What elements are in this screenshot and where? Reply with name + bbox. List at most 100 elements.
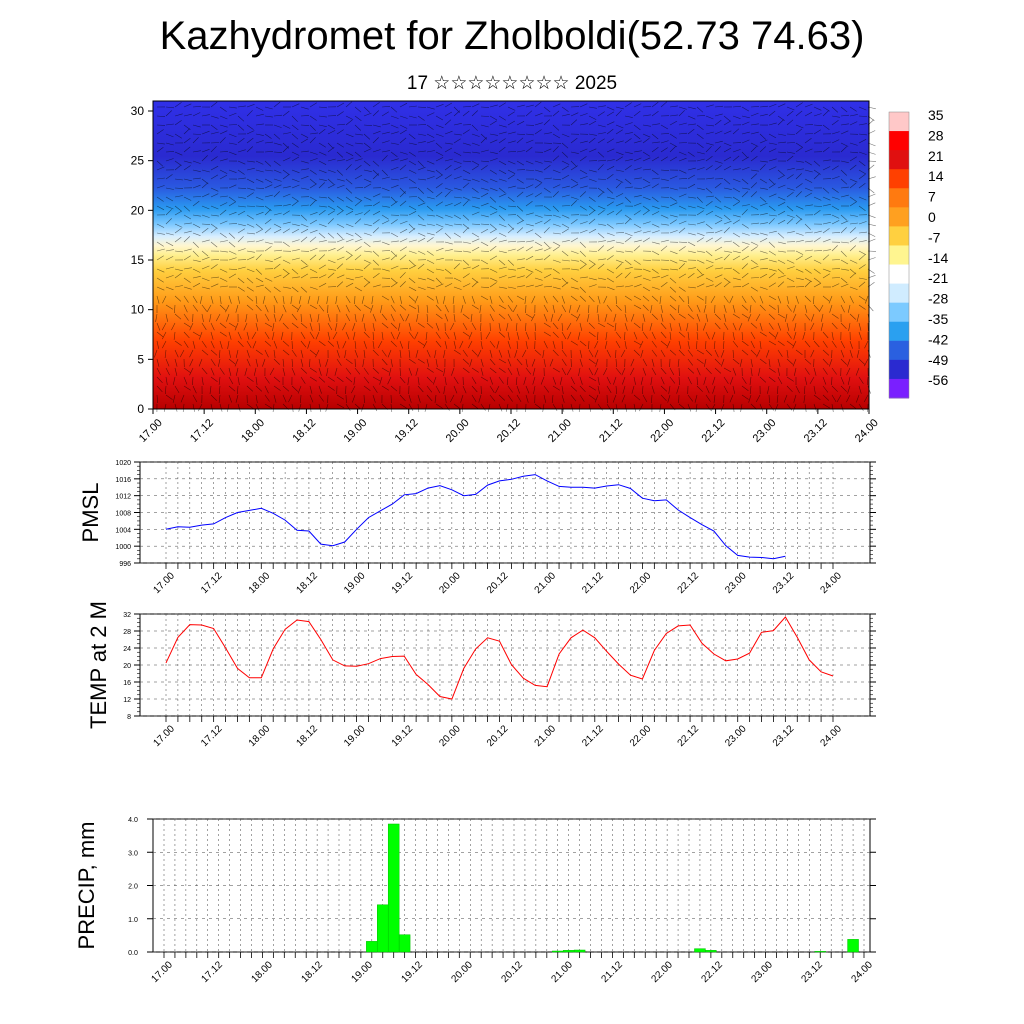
- temp-panel-xtick-label: 20.12: [485, 723, 511, 749]
- precip-panel-xtick-label: 17.00: [149, 959, 175, 985]
- precip-bar: [694, 948, 706, 953]
- colorbar-label: 7: [928, 189, 936, 205]
- chart-subtitle: 17 ☆☆☆☆☆☆☆☆ 2025: [406, 73, 618, 94]
- temp-panel-xtick-label: 23.12: [771, 723, 797, 749]
- precip-panel-xtick-label: 23.00: [749, 959, 775, 985]
- temp-panel-xtick-label: 24.00: [818, 723, 844, 749]
- colorbar-label: -14: [928, 250, 948, 266]
- cross-section-ytick-label: 15: [131, 253, 145, 267]
- cross-section-xtick-label: 21.00: [546, 417, 574, 445]
- colorbar-segment: [889, 169, 909, 189]
- temp-panel-xtick-label: 19.12: [390, 723, 416, 749]
- cross-section-xtick-label: 22.00: [648, 417, 676, 445]
- cross-section-xtick-label: 20.00: [444, 417, 472, 445]
- colorbar-label: 14: [928, 168, 944, 184]
- cross-section-ytick-label: 20: [131, 203, 145, 217]
- colorbar-segment: [889, 321, 909, 342]
- temp-panel-series-line: [165, 616, 834, 700]
- pmsl-panel-xtick-label: 19.00: [342, 570, 368, 596]
- precip-panel-xtick-label: 17.12: [199, 959, 225, 985]
- pmsl-panel-xtick-label: 17.12: [199, 570, 225, 596]
- precip-panel-xtick-label: 18.12: [299, 959, 325, 985]
- colorbar-segment: [889, 340, 909, 361]
- colorbar-label: -7: [928, 229, 941, 245]
- cross-section-xtick-label: 23.00: [751, 417, 779, 445]
- temp-panel-ytick-label: 28: [123, 629, 131, 636]
- pmsl-panel-ytick-label: 996: [119, 561, 131, 568]
- temp-panel-xtick-label: 19.00: [342, 723, 368, 749]
- colorbar-label: 35: [928, 107, 944, 123]
- colorbar-segment: [889, 359, 909, 380]
- pmsl-panel-xtick-label: 17.00: [151, 570, 177, 596]
- temp-panel-xtick-label: 22.00: [628, 723, 654, 749]
- cross-section-xtick-label: 18.00: [239, 417, 267, 445]
- temp-panel-ytick-label: 32: [123, 612, 131, 619]
- temp-panel-ytick-label: 24: [123, 646, 131, 653]
- pmsl-panel-xtick-label: 24.00: [818, 570, 844, 596]
- pmsl-panel-ytick-label: 1008: [115, 511, 131, 518]
- pmsl-panel-xtick-label: 19.12: [390, 570, 416, 596]
- colorbar-segment: [889, 302, 909, 323]
- colorbar-segment: [889, 131, 909, 151]
- precip-bar: [847, 939, 859, 953]
- precip-panel-ylabel: PRECIP, mm: [74, 822, 99, 950]
- precip-bar: [573, 949, 586, 953]
- precip-bar: [814, 951, 826, 953]
- cross-section-xtick-label: 19.12: [393, 417, 421, 445]
- pmsl-panel-xtick-label: 21.00: [533, 570, 559, 596]
- precip-panel-xtick-label: 18.00: [249, 959, 275, 985]
- colorbar-label: 21: [928, 148, 944, 164]
- cross-section-xtick-label: 21.12: [597, 417, 625, 445]
- precip-panel-ytick-label: 4.0: [128, 817, 138, 824]
- precip-panel-xtick-label: 23.12: [799, 959, 825, 985]
- colorbar-label: -42: [928, 331, 948, 347]
- pmsl-panel-ylabel: PMSL: [78, 483, 103, 543]
- precip-panel-xtick-label: 22.00: [649, 959, 675, 985]
- precip-panel-xtick-label: 24.00: [849, 959, 875, 985]
- temp-panel-ytick-label: 16: [123, 680, 131, 687]
- temp-panel-xtick-label: 21.12: [580, 723, 606, 749]
- precip-panel-xtick-label: 20.00: [449, 959, 475, 985]
- precip-panel-ytick-label: 0.0: [128, 950, 138, 957]
- temp-panel-ytick-label: 20: [123, 663, 131, 670]
- colorbar-segment: [889, 150, 909, 170]
- pmsl-panel-ytick-label: 1012: [115, 494, 131, 501]
- colorbar-label: -49: [928, 352, 948, 368]
- colorbar-segment: [889, 226, 909, 246]
- precip-bar: [398, 934, 411, 953]
- colorbar-label: 0: [928, 209, 936, 225]
- colorbar-label: -35: [928, 311, 948, 327]
- precip-bar: [705, 950, 717, 953]
- pmsl-panel-xtick-label: 18.12: [294, 570, 320, 596]
- pmsl-panel-xtick-label: 22.12: [676, 570, 702, 596]
- colorbar-label: -56: [928, 372, 948, 388]
- precip-bar: [562, 950, 575, 953]
- cross-section-xtick-label: 22.12: [699, 417, 727, 445]
- colorbar-segment: [889, 264, 909, 285]
- colorbar-label: -21: [928, 270, 948, 286]
- colorbar-segment: [889, 188, 909, 208]
- pmsl-panel-xtick-label: 18.00: [247, 570, 273, 596]
- pmsl-panel-ytick-label: 1020: [115, 460, 131, 467]
- cross-section-xtick-label: 23.12: [802, 417, 830, 445]
- pmsl-panel-xtick-label: 21.12: [580, 570, 606, 596]
- precip-panel-ytick-label: 3.0: [128, 850, 138, 857]
- temp-panel-xtick-label: 18.00: [247, 723, 273, 749]
- precip-panel-xtick-label: 21.12: [599, 959, 625, 985]
- precip-panel-xtick-label: 21.00: [549, 959, 575, 985]
- colorbar-segment: [889, 245, 909, 266]
- pmsl-panel-ytick-label: 1000: [115, 544, 131, 551]
- cross-section-ytick-label: 30: [131, 104, 145, 118]
- precip-panel-xtick-label: 22.12: [699, 959, 725, 985]
- colorbar-segment: [889, 112, 909, 132]
- cross-section-xtick-label: 17.12: [188, 417, 216, 445]
- cross-section-xtick-label: 20.12: [495, 417, 523, 445]
- temp-panel-ytick-label: 12: [123, 697, 131, 704]
- precip-panel-xtick-label: 19.12: [399, 959, 425, 985]
- precip-bar: [387, 823, 400, 953]
- precip-bar: [366, 941, 378, 953]
- colorbar-segment: [889, 283, 909, 304]
- precip-panel-ytick-label: 2.0: [128, 884, 138, 891]
- temp-panel-xtick-label: 17.12: [199, 723, 225, 749]
